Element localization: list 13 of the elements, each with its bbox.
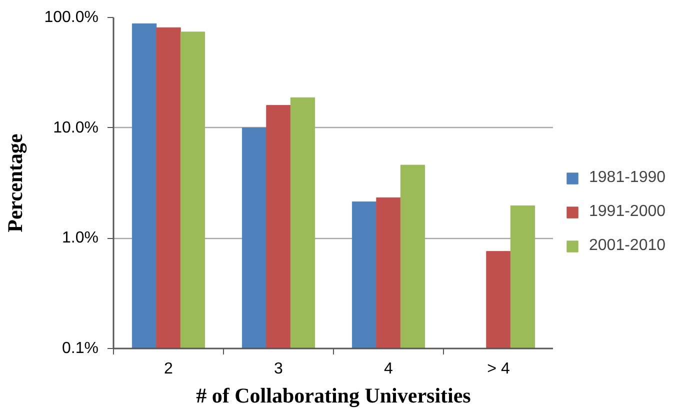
- legend-label: 1991-2000: [589, 203, 666, 221]
- x-tick-label: 3: [274, 360, 284, 378]
- legend-label: 1981-1990: [589, 169, 666, 187]
- x-axis-title: # of Collaborating Universities: [196, 384, 471, 408]
- x-tick-label: 2: [164, 360, 174, 378]
- legend-label: 2001-2010: [589, 237, 666, 255]
- y-axis-title: Percentage: [3, 134, 28, 232]
- y-tick-label: 1.0%: [62, 230, 98, 247]
- y-tick-label: 100.0%: [44, 9, 98, 26]
- y-tick-label: 0.1%: [62, 340, 98, 357]
- x-tick-label: > 4: [487, 360, 510, 378]
- x-tick-label: 4: [384, 360, 394, 378]
- y-tick-label: 10.0%: [53, 119, 99, 136]
